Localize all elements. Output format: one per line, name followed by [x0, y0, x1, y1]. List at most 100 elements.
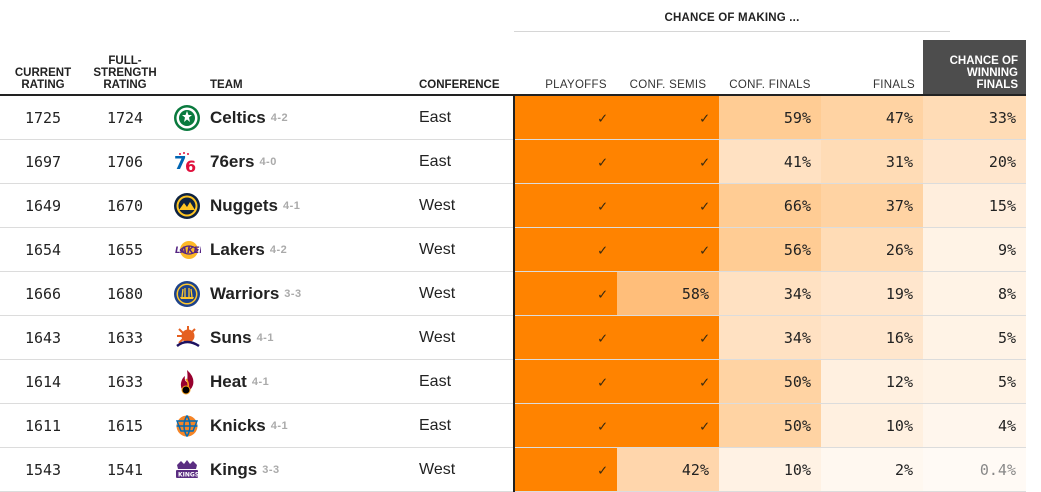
kings-logo-icon: KINGS [172, 455, 202, 485]
table-row[interactable]: 1543 1541 KINGS Kings 3-3 West ✓ 42% 10% … [0, 448, 1026, 492]
playoffs-cell: ✓ [515, 316, 617, 359]
conf-finals-cell: 59% [719, 96, 821, 139]
finals-header[interactable]: FINALS [821, 40, 923, 95]
table-row[interactable]: 1649 1670 Nuggets 4-1 West ✓ ✓ 66% 37% 15… [0, 184, 1026, 228]
conf-finals-header[interactable]: CONF. FINALS [719, 40, 821, 95]
current-rating-cell: 1725 [24, 108, 62, 127]
svg-text:KINGS: KINGS [178, 471, 199, 478]
conference-cell: East [419, 152, 452, 170]
conf-finals-cell: 34% [719, 272, 821, 315]
winning-finals-header-line: CHANCE OF [949, 55, 1018, 67]
playoffs-cell: ✓ [515, 228, 617, 271]
conference-header-label: CONFERENCE [419, 79, 500, 91]
current-rating-cell: 1614 [24, 372, 62, 391]
full-strength-header-line: RATING [103, 79, 147, 91]
full-strength-header-line: FULL- [108, 55, 142, 67]
team-cell: Suns 4-1 [172, 316, 412, 359]
team-header[interactable]: TEAM [210, 40, 330, 95]
table-row[interactable]: 1611 1615 Knicks 4-1 East ✓ ✓ 50% 10% 4% [0, 404, 1026, 448]
finals-cell: 47% [821, 96, 923, 139]
conf-semis-cell: 42% [617, 448, 719, 491]
full-strength-rating-cell: 1680 [106, 284, 144, 303]
checkmark-icon: ✓ [597, 328, 607, 347]
finals-cell: 37% [821, 184, 923, 227]
chance-of-making-group-header: CHANCE OF MAKING ... [514, 0, 950, 32]
team-cell: LAKERS Lakers 4-2 [172, 228, 412, 271]
current-rating-header-line: CURRENT [14, 67, 72, 79]
checkmark-icon: ✓ [597, 196, 607, 215]
winning-finals-cell: 33% [923, 96, 1026, 139]
probability-value: 19% [885, 284, 913, 303]
conf-semis-cell: 58% [617, 272, 719, 315]
winning-finals-header-line: WINNING [966, 67, 1018, 79]
conf-finals-cell: 10% [719, 448, 821, 491]
checkmark-icon: ✓ [597, 284, 607, 303]
team-table-body: 1725 1724 Celtics 4-2 East ✓ ✓ 59% 47% 33… [0, 96, 1026, 492]
full-strength-header-line: STRENGTH [93, 67, 157, 79]
winning-finals-cell: 9% [923, 228, 1026, 271]
team-record: 4-2 [270, 111, 289, 124]
checkmark-icon: ✓ [699, 416, 709, 435]
conf-finals-cell: 56% [719, 228, 821, 271]
current-rating-header[interactable]: CURRENT RATING [0, 40, 86, 95]
finals-cell: 31% [821, 140, 923, 183]
team-header-label: TEAM [210, 79, 243, 91]
current-rating-cell: 1643 [24, 328, 62, 347]
probability-value: 0.4% [979, 460, 1016, 479]
probability-value: 8% [997, 284, 1016, 303]
team-name: Suns [210, 327, 252, 347]
conference-cell: West [419, 460, 456, 478]
conference-cell: West [419, 284, 456, 302]
team-name: Heat [210, 371, 247, 391]
nuggets-logo-icon [172, 191, 202, 221]
conf-finals-cell: 41% [719, 140, 821, 183]
conference-cell: East [419, 372, 452, 390]
probability-divider [513, 94, 515, 492]
team-record: 4-1 [256, 331, 274, 344]
full-strength-rating-cell: 1655 [106, 240, 144, 259]
current-rating-cell: 1697 [24, 152, 62, 171]
conference-header[interactable]: CONFERENCE [419, 40, 513, 95]
full-strength-rating-cell: 1670 [106, 196, 144, 215]
conf-finals-cell: 34% [719, 316, 821, 359]
current-rating-cell: 1666 [24, 284, 62, 303]
conference-cell: East [419, 416, 452, 434]
probability-value: 42% [681, 460, 709, 479]
conf-finals-cell: 66% [719, 184, 821, 227]
winning-finals-cell: 0.4% [923, 448, 1026, 491]
winning-finals-header[interactable]: CHANCE OF WINNING FINALS [923, 40, 1026, 95]
probability-value: 58% [681, 284, 709, 303]
probability-value: 10% [885, 416, 913, 435]
playoffs-cell: ✓ [515, 184, 617, 227]
current-rating-header-line: RATING [21, 79, 65, 91]
winning-finals-cell: 5% [923, 360, 1026, 403]
team-record: 4-1 [251, 375, 270, 388]
checkmark-icon: ✓ [699, 196, 709, 215]
playoffs-cell: ✓ [515, 96, 617, 139]
team-record: 4-1 [283, 199, 301, 212]
conference-cell: West [419, 328, 456, 346]
probability-value: 4% [997, 416, 1016, 435]
group-header-rule [514, 31, 950, 32]
playoffs-header[interactable]: PLAYOFFS [515, 40, 637, 95]
table-row[interactable]: 1725 1724 Celtics 4-2 East ✓ ✓ 59% 47% 33… [0, 96, 1026, 140]
heat-logo-icon [172, 367, 202, 397]
current-rating-cell: 1543 [24, 460, 62, 479]
full-strength-rating-header[interactable]: FULL- STRENGTH RATING [86, 40, 164, 95]
team-name: Nuggets [210, 195, 278, 215]
current-rating-cell: 1654 [24, 240, 62, 259]
conf-semis-cell: ✓ [617, 184, 719, 227]
conf-semis-header[interactable]: CONF. SEMIS [617, 40, 719, 95]
table-row[interactable]: 1643 1633 Suns 4-1 West ✓ ✓ 34% 16% 5% [0, 316, 1026, 360]
svg-text:7: 7 [174, 153, 187, 174]
finals-cell: 16% [821, 316, 923, 359]
current-rating-cell: 1611 [24, 416, 62, 435]
team-name: Knicks [210, 415, 266, 435]
probability-value: 2% [894, 460, 913, 479]
checkmark-icon: ✓ [597, 108, 607, 127]
svg-text:LAKERS: LAKERS [175, 246, 201, 256]
checkmark-icon: ✓ [699, 108, 709, 127]
